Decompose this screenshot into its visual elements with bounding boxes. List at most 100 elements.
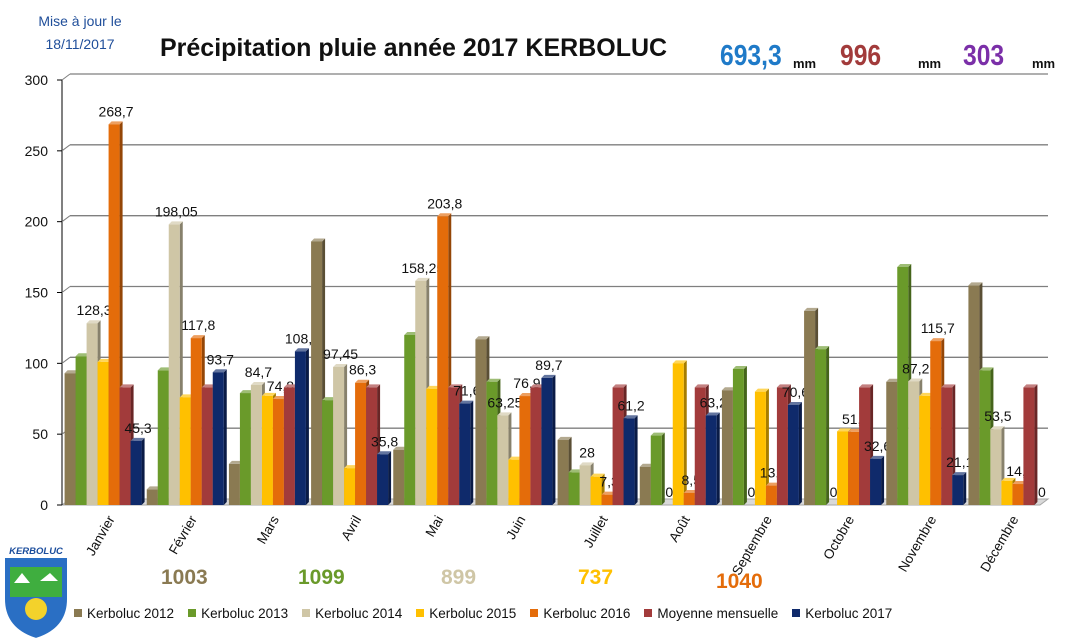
legend-swatch [74, 609, 82, 617]
bar [837, 431, 849, 505]
bar-top [508, 456, 523, 460]
bar [721, 390, 733, 505]
data-label: 0 [1038, 484, 1046, 500]
bar-top [623, 415, 638, 419]
bar [459, 403, 471, 505]
x-tick-label: Décembre [977, 513, 1021, 574]
bar [475, 339, 487, 505]
bar-top [1023, 384, 1038, 388]
legend-swatch [792, 609, 801, 617]
bar [333, 366, 345, 505]
bar-top [837, 428, 852, 432]
bar [1023, 387, 1035, 505]
bar-top [979, 367, 994, 371]
bar [941, 387, 953, 505]
data-label: 53,5 [984, 408, 1011, 424]
x-tick-label: Juin [503, 513, 528, 542]
bar-top [86, 320, 101, 324]
data-label: 45,3 [124, 420, 151, 436]
bar-side [765, 388, 769, 505]
data-label: 28 [579, 444, 595, 460]
bar [732, 369, 744, 505]
bar-side [881, 455, 885, 505]
legend-label: Kerboluc 2014 [315, 605, 403, 621]
bar [86, 323, 98, 505]
legend-label: Moyenne mensuelle [657, 605, 779, 621]
bar-top [787, 401, 802, 405]
bar-top [919, 392, 934, 396]
bar-top [815, 346, 830, 350]
bar-top [322, 397, 337, 401]
bar-side [552, 374, 556, 505]
legend-swatch [530, 609, 539, 617]
bar-side [1034, 384, 1038, 505]
bar-side [470, 400, 474, 505]
data-label: 115,7 [921, 320, 955, 336]
bar [283, 387, 295, 505]
bar-top [228, 460, 243, 464]
data-label: 89,7 [535, 357, 562, 373]
bar-top [168, 221, 183, 225]
bar-side [716, 412, 720, 505]
logo-text: KERBOLUC [9, 546, 63, 557]
legend-item: Moyenne mensuelle [644, 606, 778, 621]
x-tick-label: Novembre [895, 513, 939, 574]
bar [157, 370, 169, 505]
total-difference-value: 303 [963, 40, 1005, 72]
bar [344, 468, 356, 505]
bar [311, 241, 323, 505]
bar-top [672, 360, 687, 364]
total-2017-value: 693,3 [720, 40, 782, 72]
update-date: 18/11/2017 [45, 36, 115, 52]
bar-side [963, 472, 967, 505]
y-tick-label: 250 [25, 143, 49, 159]
bar [886, 381, 898, 505]
bar-top [157, 367, 172, 371]
legend-label: Kerboluc 2017 [805, 605, 893, 621]
bar-side [661, 432, 665, 505]
bar-side [223, 369, 227, 505]
kerboluc-logo: KERBOLUC [3, 546, 69, 641]
year-total-2013: 1099 [298, 566, 345, 589]
bar-top [448, 384, 463, 388]
bar-top [75, 353, 90, 357]
bar-side [743, 366, 747, 505]
bar-top [541, 374, 556, 378]
bar [64, 373, 76, 505]
legend-swatch [416, 609, 425, 617]
legend-label: Kerboluc 2015 [429, 605, 517, 621]
bar [870, 458, 882, 505]
bar-top [311, 238, 326, 242]
bar [639, 466, 651, 505]
legend-item: Kerboluc 2015 [416, 606, 516, 621]
data-label: 0 [748, 484, 756, 500]
bar [448, 387, 460, 505]
bar-side [826, 346, 830, 505]
bar-side [798, 401, 802, 505]
bar-top [897, 264, 912, 267]
bar [146, 489, 158, 505]
data-label: 268,7 [99, 103, 134, 119]
bar [787, 404, 799, 505]
data-label: 32,6 [864, 438, 891, 454]
bar [261, 395, 273, 505]
bar [1001, 480, 1013, 505]
bar [908, 381, 920, 505]
bar-side [305, 348, 309, 505]
bar [919, 395, 931, 505]
bar-top [108, 121, 123, 125]
bar-top [294, 348, 309, 352]
total-average-unit: mm [918, 56, 942, 71]
x-tick-label: Février [166, 513, 200, 557]
bar-top [930, 338, 945, 342]
bar-top [754, 388, 769, 392]
bar [848, 431, 860, 505]
gridline-diag [61, 144, 71, 152]
bar [497, 415, 509, 505]
x-tick-label: Janvier [83, 513, 118, 559]
bar [754, 391, 766, 505]
bar-top [475, 336, 490, 340]
data-label: 0 [665, 484, 673, 500]
